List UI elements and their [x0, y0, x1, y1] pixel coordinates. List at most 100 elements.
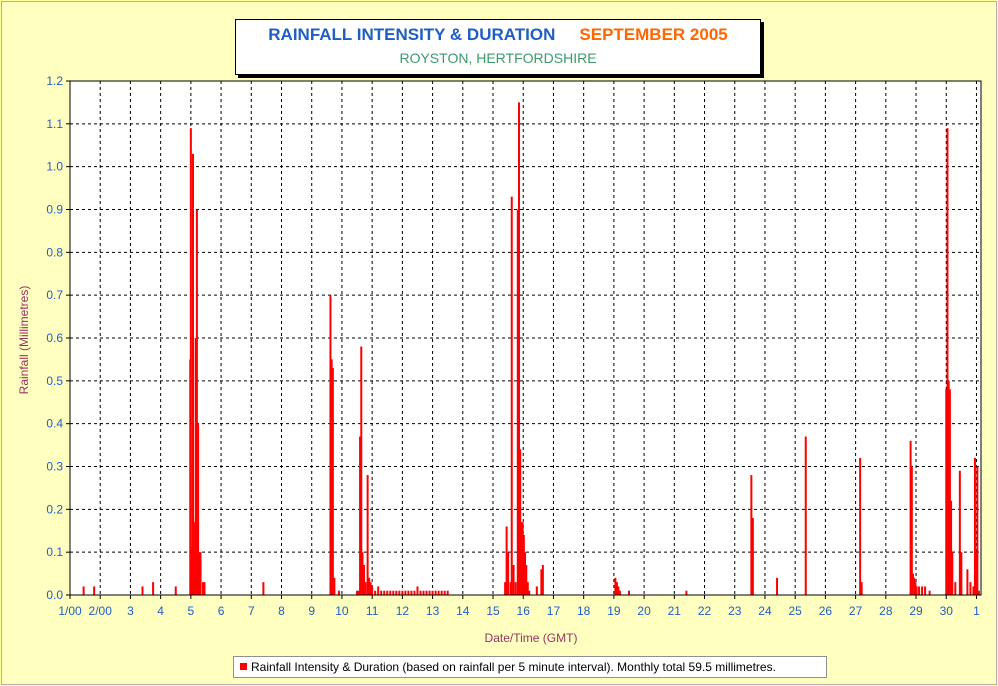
rainfall-bar — [360, 346, 363, 595]
rainfall-bar — [509, 582, 512, 595]
rainfall-bar — [954, 582, 957, 595]
rainfall-bar — [380, 590, 383, 595]
rainfall-bar — [614, 577, 617, 595]
rainfall-bar — [262, 582, 265, 595]
rainfall-bar — [627, 590, 630, 595]
rainfall-bar — [915, 586, 918, 595]
rainfall-bar — [525, 565, 528, 595]
y-tick-label: 0.9 — [46, 203, 63, 217]
rainfall-bar — [860, 582, 863, 595]
y-tick-label: 1.2 — [46, 74, 63, 88]
rainfall-bar — [152, 582, 155, 595]
x-tick-label: 30 — [940, 604, 954, 618]
x-tick-label: 28 — [879, 604, 893, 618]
rainfall-bar — [386, 590, 389, 595]
rainfall-bar — [910, 466, 913, 595]
x-tick-label: 10 — [335, 604, 349, 618]
x-tick-label: 25 — [788, 604, 802, 618]
x-tick-label: 27 — [849, 604, 863, 618]
rainfall-bar — [366, 475, 369, 595]
rainfall-bar — [958, 470, 961, 595]
rainfall-bar — [615, 582, 618, 595]
rainfall-bar — [913, 577, 916, 595]
rainfall-bar — [518, 102, 521, 596]
rainfall-bar — [948, 389, 951, 595]
rainfall-bar — [524, 552, 527, 595]
rainfall-bar — [413, 590, 416, 595]
rainfall-bar — [950, 500, 953, 595]
x-tick-label: 18 — [577, 604, 591, 618]
grid — [70, 80, 981, 595]
rainfall-bar — [434, 590, 437, 595]
rainfall-bar — [526, 582, 529, 595]
rainfall-bar — [198, 552, 201, 595]
rainfall-bar — [521, 522, 524, 595]
chart-title-box: RAINFALL INTENSITY & DURATION SEPTEMBER 2… — [235, 19, 761, 75]
rainfall-bar — [510, 196, 513, 595]
rainfall-bar — [966, 569, 969, 595]
rainfall-bar — [141, 586, 144, 595]
y-tick-label: 0.1 — [46, 545, 63, 559]
rainfall-bar — [401, 590, 404, 595]
rainfall-bar — [419, 590, 422, 595]
y-tick-label: 0.5 — [46, 374, 63, 388]
rainfall-bar — [197, 423, 200, 595]
y-tick-label: 1.1 — [46, 117, 63, 131]
rainfall-bar — [914, 582, 917, 595]
y-tick-label: 0.8 — [46, 245, 63, 259]
x-tick-label: 22 — [698, 604, 712, 618]
rainfall-bar — [750, 475, 753, 595]
y-tick-label: 1.0 — [46, 160, 63, 174]
y-axis-label: Rainfall (Millimetres) — [17, 285, 31, 395]
rainfall-bar — [330, 359, 333, 595]
rainfall-bar — [909, 440, 912, 595]
chart-title-line: RAINFALL INTENSITY & DURATION SEPTEMBER 2… — [236, 25, 760, 45]
x-tick-label: 15 — [486, 604, 500, 618]
x-tick-label: 24 — [758, 604, 772, 618]
rainfall-bar — [446, 590, 449, 595]
x-tick-label: 1/00 — [58, 604, 82, 618]
rainfall-bar — [369, 582, 372, 595]
rainfall-bar — [928, 590, 931, 595]
x-tick-label: 1 — [973, 604, 980, 618]
rainfall-bar — [203, 582, 206, 595]
rainfall-bar — [859, 457, 862, 595]
rainfall-bar — [751, 517, 754, 595]
rainfall-bar — [960, 552, 963, 595]
rainfall-bar — [505, 526, 508, 595]
x-tick-label: 20 — [637, 604, 651, 618]
rainfall-bar — [189, 128, 192, 595]
rainfall-bar — [437, 590, 440, 595]
y-tick-label: 0.0 — [46, 588, 63, 602]
rainfall-bar — [194, 338, 197, 595]
rainfall-bars — [82, 102, 980, 596]
rainfall-bar — [921, 586, 924, 595]
rainfall-bar — [522, 535, 525, 595]
rainfall-bar — [383, 590, 386, 595]
rainfall-bar — [191, 153, 194, 596]
rainfall-bar — [431, 590, 434, 595]
x-tick-label: 4 — [157, 604, 164, 618]
rainfall-bar — [512, 565, 515, 595]
rainfall-bar — [199, 552, 202, 595]
rainfall-bar — [404, 590, 407, 595]
y-tick-label: 0.3 — [46, 460, 63, 474]
rainfall-bar — [924, 586, 927, 595]
legend: Rainfall Intensity & Duration (based on … — [233, 656, 827, 678]
rainfall-bar — [516, 209, 519, 595]
rainfall-bar — [972, 586, 975, 595]
y-tick-label: 0.7 — [46, 288, 63, 302]
rainfall-bar — [945, 389, 948, 595]
rainfall-bar — [946, 128, 949, 595]
rainfall-bar — [190, 547, 193, 595]
y-tick-label: 0.2 — [46, 502, 63, 516]
x-tick-label: 13 — [426, 604, 440, 618]
rainfall-bar — [368, 577, 371, 595]
rainfall-bar — [333, 577, 336, 595]
axes — [66, 80, 982, 599]
rainfall-bar — [337, 590, 340, 595]
rainfall-bar — [428, 590, 431, 595]
x-tick-label: 7 — [248, 604, 255, 618]
y-tick-labels: 0.0 0.1 0.2 0.3 0.4 0.5 0.6 0.7 0.8 0.9 1.0 1.1 1.2 — [46, 74, 63, 602]
x-tick-label: 14 — [456, 604, 470, 618]
